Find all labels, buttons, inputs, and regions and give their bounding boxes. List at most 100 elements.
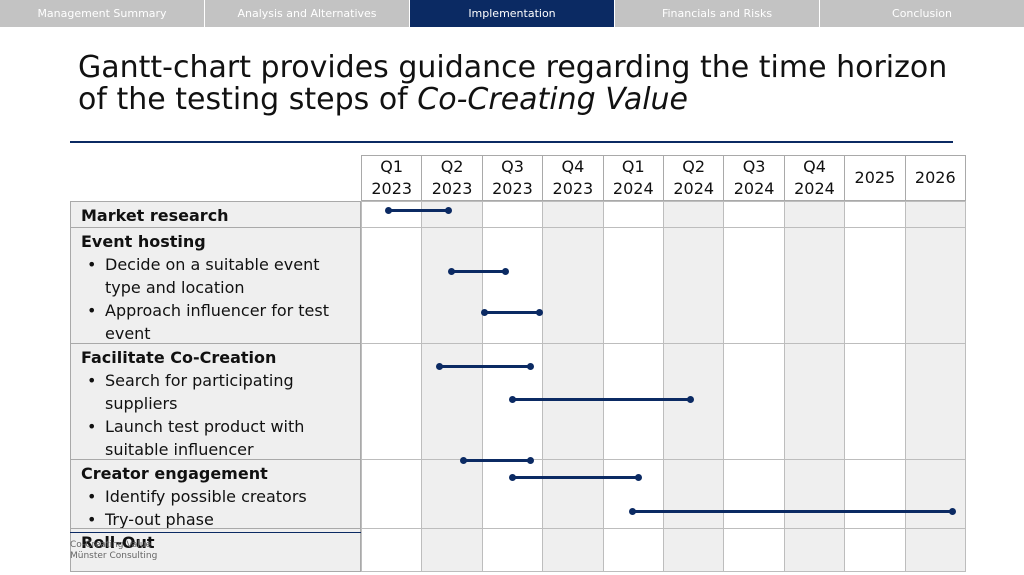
gantt-cell bbox=[481, 227, 544, 344]
gantt-column-header: Q1 2023 bbox=[361, 155, 423, 201]
gantt-cell bbox=[844, 227, 906, 344]
gantt-cell bbox=[542, 227, 604, 344]
nav-tab-analysis-and-alternatives[interactable]: Analysis and Alternatives bbox=[205, 0, 410, 27]
row-bullet: Try-out phase bbox=[81, 508, 350, 528]
gantt-cell bbox=[783, 227, 846, 344]
gantt-cell bbox=[361, 459, 423, 529]
gantt-row-facilitate-co-creation: Facilitate Co-Creation Search for partic… bbox=[70, 343, 361, 460]
gantt-column-header: Q1 2024 bbox=[602, 155, 664, 201]
footer: Co-Creating Value Münster Consulting bbox=[70, 540, 157, 562]
gantt-row-creator-engagement: Creator engagement Identify possible cre… bbox=[70, 459, 361, 529]
title-divider bbox=[70, 141, 953, 143]
gantt-task-end-dot bbox=[502, 267, 510, 275]
gantt-cell bbox=[904, 227, 966, 344]
gantt-cell bbox=[542, 459, 604, 529]
gantt-cell bbox=[602, 227, 664, 344]
row-bullet: Identify possible creators bbox=[81, 485, 350, 508]
gantt-cell bbox=[904, 343, 966, 460]
gantt-cell bbox=[844, 459, 906, 529]
gantt-cell bbox=[723, 201, 785, 228]
gantt-column-header: Q3 2024 bbox=[723, 155, 785, 201]
gantt-task-bar bbox=[512, 397, 691, 401]
gantt-row-roll-out: Roll-Out bbox=[70, 528, 361, 572]
footer-divider bbox=[70, 532, 361, 533]
gantt-row-event-hosting: Event hosting Decide on a suitable event… bbox=[70, 227, 361, 344]
gantt-task-bar bbox=[451, 269, 506, 273]
gantt-cell bbox=[361, 227, 423, 344]
nav-tab-financials-and-risks[interactable]: Financials and Risks bbox=[615, 0, 820, 27]
gantt-column-header: Q2 2024 bbox=[663, 155, 725, 201]
gantt-cell bbox=[481, 459, 544, 529]
slide-title-main: Gantt-chart provides guidance regarding … bbox=[78, 50, 948, 117]
row-heading: Market research bbox=[81, 206, 229, 225]
gantt-cell bbox=[904, 459, 966, 529]
gantt-task-bar bbox=[388, 208, 449, 212]
gantt-task-start-dot bbox=[629, 507, 637, 515]
gantt-cell bbox=[663, 528, 725, 572]
gantt-cell bbox=[904, 528, 966, 572]
gantt-cell bbox=[602, 343, 664, 460]
gantt-column-header: Q3 2023 bbox=[481, 155, 544, 201]
gantt-task-end-dot bbox=[535, 308, 543, 316]
slide-title-italic: Co-Creating Value bbox=[417, 82, 689, 117]
gantt-cell bbox=[783, 201, 846, 228]
gantt-task-bar bbox=[484, 310, 540, 314]
gantt-cell bbox=[723, 227, 785, 344]
nav-tab-conclusion[interactable]: Conclusion bbox=[820, 0, 1024, 27]
gantt-cell bbox=[421, 343, 483, 460]
gantt-column-header: 2026 bbox=[904, 155, 966, 201]
gantt-task-start-dot bbox=[384, 206, 392, 214]
slide-title: Gantt-chart provides guidance regarding … bbox=[78, 52, 978, 116]
gantt-task-start-dot bbox=[460, 456, 468, 464]
gantt-task-start-dot bbox=[508, 395, 516, 403]
gantt-cell bbox=[542, 343, 604, 460]
gantt-task-start-dot bbox=[481, 308, 489, 316]
gantt-task-end-dot bbox=[686, 395, 694, 403]
row-heading: Facilitate Co-Creation bbox=[81, 348, 277, 367]
gantt-cell bbox=[421, 528, 483, 572]
gantt-column-header: Q4 2023 bbox=[542, 155, 604, 201]
gantt-cell bbox=[361, 201, 423, 228]
gantt-cell bbox=[844, 343, 906, 460]
row-bullet: Decide on a suitable event type and loca… bbox=[81, 253, 350, 299]
gantt-cell bbox=[663, 343, 725, 460]
gantt-task-bar bbox=[632, 509, 953, 513]
row-bullet: Launch test product with suitable influe… bbox=[81, 415, 350, 459]
gantt-cell bbox=[723, 343, 785, 460]
gantt-cell bbox=[723, 528, 785, 572]
row-heading: Creator engagement bbox=[81, 464, 268, 483]
top-navigation: Management Summary Analysis and Alternat… bbox=[0, 0, 1024, 27]
row-bullet: Search for participating suppliers bbox=[81, 369, 350, 415]
gantt-column-header: 2025 bbox=[844, 155, 906, 201]
nav-tab-management-summary[interactable]: Management Summary bbox=[0, 0, 205, 27]
gantt-task-bar bbox=[463, 458, 531, 462]
gantt-cell bbox=[542, 201, 604, 228]
gantt-cell bbox=[844, 528, 906, 572]
gantt-cell bbox=[844, 201, 906, 228]
gantt-cell bbox=[904, 201, 966, 228]
gantt-task-start-dot bbox=[436, 362, 444, 370]
gantt-task-end-dot bbox=[526, 362, 534, 370]
gantt-cell bbox=[663, 201, 725, 228]
nav-tab-implementation[interactable]: Implementation bbox=[410, 0, 615, 27]
gantt-cell bbox=[602, 459, 664, 529]
gantt-column-header: Q4 2024 bbox=[783, 155, 846, 201]
gantt-task-end-dot bbox=[635, 473, 643, 481]
gantt-task-bar bbox=[439, 364, 531, 368]
footer-company: Münster Consulting bbox=[70, 551, 158, 561]
footer-project: Co-Creating Value bbox=[70, 540, 152, 550]
gantt-cell bbox=[481, 201, 544, 228]
gantt-cell bbox=[361, 343, 423, 460]
gantt-cell bbox=[542, 528, 604, 572]
gantt-task-bar bbox=[512, 475, 639, 479]
gantt-cell bbox=[421, 459, 483, 529]
row-bullet: Approach influencer for test event bbox=[81, 299, 350, 343]
gantt-task-end-dot bbox=[949, 507, 957, 515]
gantt-cell bbox=[361, 528, 423, 572]
gantt-task-start-dot bbox=[508, 473, 516, 481]
row-heading: Event hosting bbox=[81, 232, 206, 251]
gantt-task-start-dot bbox=[448, 267, 456, 275]
gantt-task-end-dot bbox=[445, 206, 453, 214]
gantt-cell bbox=[663, 227, 725, 344]
